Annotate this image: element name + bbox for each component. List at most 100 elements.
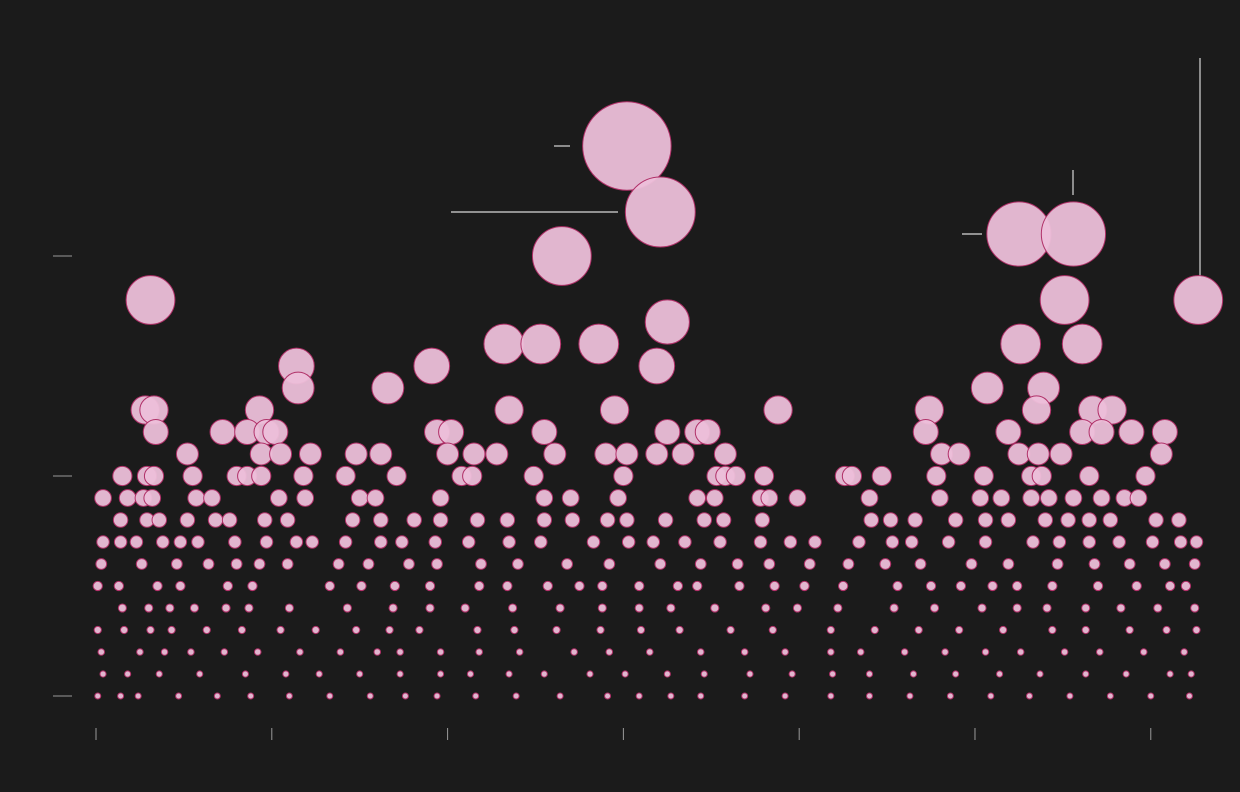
bubble bbox=[882, 512, 899, 528]
bubble bbox=[1031, 465, 1052, 487]
bubble bbox=[1153, 603, 1163, 613]
bubble bbox=[646, 535, 661, 549]
bubble bbox=[146, 625, 155, 635]
bubble bbox=[1039, 275, 1090, 325]
bubble bbox=[1129, 489, 1148, 507]
bubble bbox=[202, 558, 215, 570]
bubble bbox=[827, 648, 835, 656]
bubble bbox=[792, 603, 802, 613]
bubble bbox=[386, 465, 407, 487]
bubble bbox=[803, 558, 816, 570]
bubble bbox=[324, 580, 335, 592]
bubble bbox=[1123, 558, 1136, 570]
bubble bbox=[578, 323, 620, 365]
bubble bbox=[97, 648, 106, 656]
bubble bbox=[247, 580, 258, 592]
bubble bbox=[1164, 580, 1176, 592]
bubble bbox=[96, 535, 110, 549]
bubble bbox=[634, 603, 644, 613]
bubble bbox=[160, 648, 169, 656]
bubble bbox=[338, 535, 353, 549]
bubble bbox=[134, 692, 142, 700]
bubble bbox=[117, 692, 125, 700]
bubble bbox=[475, 648, 483, 656]
bubble bbox=[1000, 512, 1017, 528]
bubble bbox=[1025, 692, 1033, 700]
bubble bbox=[396, 648, 404, 656]
bubble bbox=[472, 692, 480, 700]
bubble bbox=[253, 558, 266, 570]
bubble bbox=[1148, 512, 1164, 528]
bubble bbox=[425, 603, 435, 613]
bubble bbox=[395, 535, 409, 549]
bubble bbox=[624, 176, 696, 248]
bubble bbox=[1096, 648, 1104, 656]
bubble bbox=[675, 625, 684, 635]
bubble bbox=[502, 580, 513, 592]
bubble bbox=[293, 465, 314, 487]
bubble bbox=[221, 603, 231, 613]
bubble bbox=[688, 489, 707, 507]
bubble bbox=[175, 692, 183, 700]
bubble bbox=[925, 580, 937, 592]
bubble bbox=[253, 648, 262, 656]
bubble bbox=[403, 558, 415, 570]
bubble bbox=[244, 603, 254, 613]
bubble bbox=[561, 489, 580, 507]
bubble bbox=[336, 648, 345, 656]
bubble bbox=[1151, 418, 1178, 446]
bubble bbox=[829, 670, 837, 678]
bubble bbox=[860, 489, 879, 507]
bubble bbox=[713, 535, 727, 549]
bubble bbox=[987, 692, 995, 700]
bubble bbox=[173, 535, 188, 549]
bubble bbox=[552, 625, 561, 635]
bubble bbox=[564, 512, 581, 528]
bubble bbox=[135, 558, 148, 570]
bubble bbox=[1049, 442, 1073, 466]
bubble bbox=[428, 535, 443, 549]
bubble bbox=[734, 580, 745, 592]
bubble bbox=[900, 648, 909, 656]
bubble bbox=[1173, 275, 1224, 325]
bubble bbox=[124, 670, 132, 678]
bubble bbox=[1092, 580, 1104, 592]
bubble bbox=[987, 580, 998, 592]
bubble bbox=[117, 603, 127, 613]
bubble bbox=[269, 489, 288, 507]
bubble bbox=[424, 580, 436, 592]
bubble bbox=[466, 670, 475, 678]
bubble bbox=[415, 625, 424, 635]
bubble bbox=[842, 558, 855, 570]
bubble bbox=[1081, 625, 1090, 635]
bubble bbox=[502, 535, 516, 549]
bubble bbox=[315, 670, 323, 678]
bubble bbox=[388, 603, 398, 613]
bubble bbox=[1082, 670, 1090, 678]
bubble bbox=[155, 670, 163, 678]
bubbles bbox=[92, 101, 1224, 700]
bubble bbox=[125, 275, 176, 325]
bubble bbox=[483, 323, 525, 365]
bubble bbox=[700, 670, 708, 678]
bubble bbox=[1040, 201, 1107, 267]
bubble bbox=[251, 465, 272, 487]
bubble bbox=[696, 648, 705, 656]
bubble bbox=[1021, 395, 1052, 425]
bubble bbox=[534, 535, 548, 549]
bubble bbox=[531, 226, 592, 286]
bubble bbox=[202, 625, 211, 635]
bubble bbox=[705, 489, 724, 507]
bubble bbox=[93, 625, 102, 635]
bubble bbox=[556, 692, 564, 700]
bubble bbox=[753, 535, 768, 549]
bubble bbox=[203, 489, 221, 507]
bubble bbox=[694, 558, 707, 570]
bubble bbox=[1000, 323, 1042, 365]
bubble bbox=[604, 692, 612, 700]
bubble bbox=[783, 535, 798, 549]
bubble bbox=[586, 535, 601, 549]
bubble bbox=[282, 670, 290, 678]
bubble bbox=[356, 670, 364, 678]
